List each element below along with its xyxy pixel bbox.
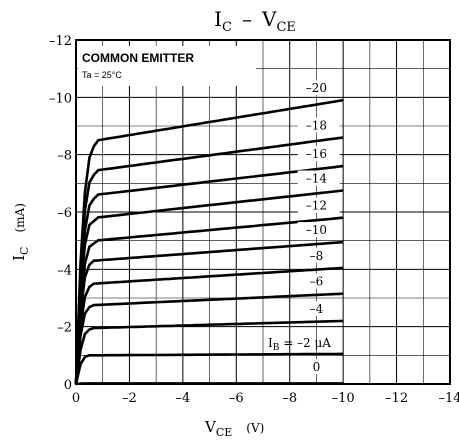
chart-title: IC – VCE [214, 7, 296, 35]
ic-curve [74, 240, 344, 385]
annotation-line-1: COMMON EMITTER [82, 51, 194, 65]
y-tick-label: –4 [57, 263, 72, 278]
ic-curve [74, 266, 344, 385]
x-tick-label: –4 [175, 391, 190, 406]
grid-lines [75, 39, 451, 385]
x-tick-label: –14 [438, 391, 459, 406]
ic-curve [75, 382, 344, 386]
x-tick-label: –2 [122, 391, 137, 406]
x-tick-labels: 0 –2 –4 –6 –8 –10 –12 –14 [72, 391, 459, 406]
series-label-bg [297, 273, 340, 289]
series-label: –12 [306, 199, 327, 213]
series-label-bg [297, 247, 340, 263]
y-tick-label: –10 [49, 91, 72, 106]
x-tick-label: –6 [229, 391, 244, 406]
annotation-box: COMMON EMITTER Ta = 25°C [78, 46, 256, 86]
x-tick-label: –12 [385, 391, 408, 406]
ic-curve [74, 216, 344, 385]
x-axis-label: VCE (V) [204, 418, 264, 439]
ic-curve [74, 98, 344, 385]
ic-curve [74, 189, 344, 385]
ib-label: IB = –2 μA [268, 336, 331, 353]
series-label: –20 [306, 81, 327, 95]
y-tick-label: 0 [64, 378, 72, 393]
y-tick-label: –6 [57, 206, 72, 221]
series-label: –10 [306, 223, 327, 237]
y-tick-labels: 0 –2 –4 –6 –8 –10 –12 [49, 34, 72, 393]
series-label: –14 [306, 172, 328, 186]
series-label-bg [297, 170, 340, 186]
series-label-bg [297, 222, 340, 238]
series-label-bg [297, 359, 340, 375]
annotation-line-2: Ta = 25°C [82, 70, 122, 80]
series-label: –16 [306, 147, 327, 161]
ic-curve [74, 352, 344, 385]
y-tick-label: –12 [49, 34, 72, 49]
ic-curve [74, 136, 344, 385]
svg-text:IC(mA): IC(mA) [10, 203, 31, 261]
x-tick-label: –8 [282, 391, 297, 406]
y-tick-label: –2 [57, 321, 72, 336]
series-label: –4 [310, 302, 324, 316]
series-label: –8 [310, 249, 324, 263]
series-label: –6 [310, 275, 324, 289]
x-tick-label: 0 [72, 391, 80, 406]
y-axis-label: IC(mA) [10, 203, 31, 261]
ic-curve [74, 292, 344, 385]
series-labels: 0 –4 –6 –8 –10 –12 –14 –16 –18 –20 [297, 80, 340, 375]
series-label-bg [297, 80, 340, 96]
y-tick-label: –8 [57, 149, 72, 164]
series-label-bg [297, 300, 340, 316]
series-label-bg [297, 146, 340, 162]
series-label: 0 [313, 360, 321, 374]
x-tick-label: –10 [332, 391, 355, 406]
series-curves [74, 98, 344, 386]
series-label-bg [297, 197, 340, 213]
series-label: –18 [306, 118, 327, 132]
series-label-bg [297, 117, 340, 133]
ic-curve [74, 319, 344, 385]
